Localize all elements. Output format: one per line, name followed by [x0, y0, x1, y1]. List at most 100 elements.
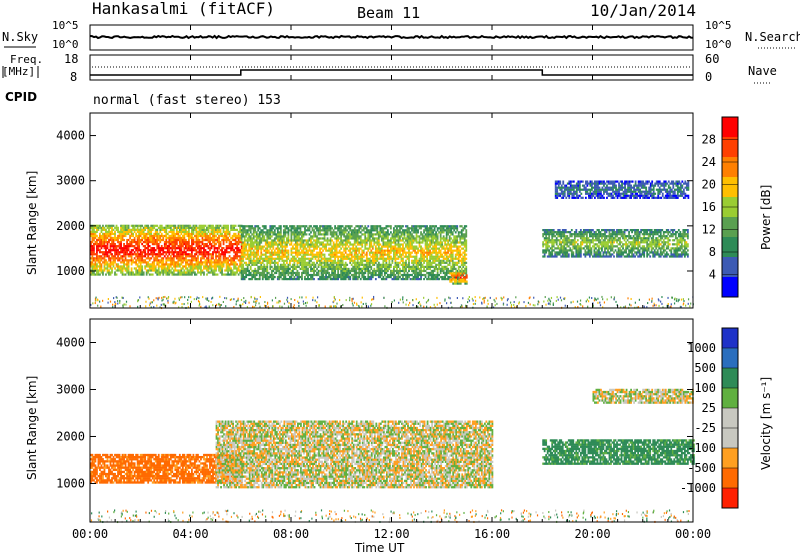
power-cell	[287, 239, 290, 242]
power-cell	[435, 275, 438, 279]
power-cell	[172, 247, 175, 250]
power-cell	[181, 230, 184, 234]
power-cell	[129, 253, 131, 256]
power-cell	[304, 239, 306, 242]
power-cell	[426, 247, 428, 250]
power-cell	[281, 273, 284, 277]
power-cell	[439, 261, 442, 264]
power-cell	[236, 263, 239, 266]
power-cell	[355, 247, 358, 250]
power-cell	[424, 225, 427, 228]
power-cell	[94, 273, 97, 276]
power-cell	[123, 238, 125, 242]
power-cell	[377, 251, 380, 254]
power-cell	[290, 271, 293, 275]
power-cell	[325, 245, 327, 248]
power-cell	[138, 271, 141, 274]
power-cell	[257, 241, 260, 244]
power-cell	[287, 233, 290, 236]
power-cell	[171, 228, 174, 231]
power-cell	[423, 269, 425, 273]
power-cell	[94, 240, 97, 244]
power-cell	[460, 225, 463, 228]
power-cell	[382, 277, 385, 281]
power-cell	[124, 253, 127, 256]
power-cell	[293, 265, 296, 268]
power-cell	[288, 239, 291, 242]
power-cell	[126, 261, 128, 264]
power-cell	[310, 253, 312, 256]
power-cell	[96, 257, 98, 260]
power-cell	[460, 237, 463, 240]
power-cell	[355, 257, 358, 260]
power-cell	[160, 253, 163, 256]
power-cell	[111, 267, 113, 270]
power-cell	[314, 233, 317, 236]
power-cell	[311, 263, 314, 266]
power-cell	[129, 259, 131, 262]
power-cell	[237, 273, 240, 276]
power-cell	[325, 259, 327, 262]
power-cell	[317, 253, 320, 256]
power-cell	[258, 275, 261, 279]
power-cell	[295, 239, 297, 242]
power-cell	[245, 253, 248, 256]
power-cell	[424, 237, 427, 240]
power-cell	[222, 265, 225, 268]
power-cell	[117, 251, 119, 254]
power-cell	[264, 243, 267, 246]
power-cell	[408, 235, 410, 238]
power-cell	[383, 269, 386, 273]
power-cell	[417, 271, 419, 275]
power-cell	[136, 226, 139, 229]
power-cell	[272, 273, 275, 277]
power-cell	[159, 224, 162, 227]
power-cell	[370, 275, 373, 279]
power-cell	[462, 255, 465, 258]
power-cell	[108, 249, 110, 252]
power-cell	[207, 228, 210, 231]
power-cell	[373, 227, 376, 230]
power-cell	[129, 255, 131, 258]
power-cell	[359, 267, 362, 271]
power-cell	[465, 267, 468, 271]
power-cell	[231, 273, 234, 276]
power-cell	[451, 261, 454, 264]
power-cell	[380, 249, 383, 252]
power-cell	[108, 240, 110, 244]
power-cell	[99, 236, 101, 240]
power-cell	[323, 239, 326, 242]
power-cell	[374, 269, 377, 273]
power-cell	[371, 257, 374, 260]
power-cell	[323, 253, 326, 256]
power-cell	[204, 255, 207, 258]
power-cell	[197, 255, 199, 258]
power-cell	[195, 259, 198, 262]
power-cell	[355, 267, 358, 271]
power-cell	[130, 267, 133, 270]
power-cell	[264, 255, 267, 258]
power-cell	[290, 257, 293, 260]
power-cell	[91, 226, 94, 229]
power-cell	[313, 273, 315, 277]
power-cell	[456, 282, 459, 285]
power-cell	[166, 257, 169, 260]
power-cell	[132, 238, 135, 242]
power-cell	[200, 261, 202, 264]
power-cell	[181, 245, 184, 248]
power-cell	[301, 225, 303, 228]
power-cell	[169, 238, 172, 242]
power-cell	[393, 269, 395, 273]
power-cell	[102, 234, 104, 238]
power-cell	[117, 249, 119, 252]
power-cell	[320, 225, 323, 228]
power-cell	[433, 245, 436, 248]
power-cell	[264, 273, 267, 277]
power-cell	[459, 249, 462, 252]
power-cell	[174, 247, 177, 250]
power-cell	[112, 245, 115, 248]
power-cell	[147, 257, 150, 260]
power-cell	[187, 259, 190, 262]
power-cell	[322, 227, 324, 230]
